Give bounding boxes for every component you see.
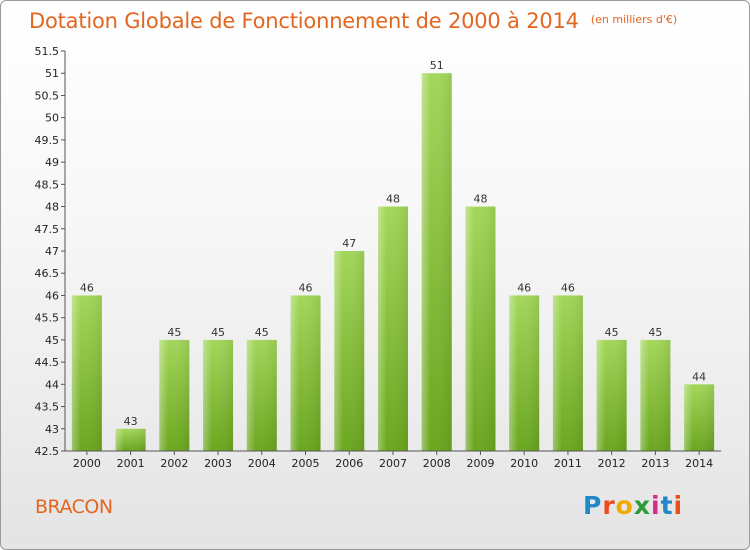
bar-value-label: 43 [124,415,138,428]
x-tick-label: 2014 [685,457,713,470]
bar-sheen [552,295,583,451]
y-tick-label: 51 [45,67,59,80]
y-tick-label: 49 [45,156,59,169]
y-tick-label: 46.5 [35,267,60,280]
bar-value-label: 47 [342,237,356,250]
chart-title: Dotation Globale de Fonctionnement de 20… [29,9,677,33]
bar-value-label: 46 [561,281,575,294]
bar-value-label: 45 [211,326,225,339]
x-tick-label: 2000 [73,457,101,470]
bar-value-label: 45 [255,326,269,339]
x-tick-label: 2002 [160,457,188,470]
bar-sheen [465,206,496,451]
bar-value-label: 45 [648,326,662,339]
x-tick-label: 2008 [423,457,451,470]
y-tick-label: 43.5 [35,401,60,414]
y-tick-label: 44.5 [35,356,60,369]
bar-sheen [246,339,277,451]
x-tick-label: 2009 [466,457,494,470]
x-tick-label: 2007 [379,457,407,470]
x-tick-label: 2013 [641,457,669,470]
bar-value-label: 44 [692,370,706,383]
chart-title-text: Dotation Globale de Fonctionnement de 20… [29,9,579,33]
logo-letter: i [673,491,684,520]
x-tick-label: 2012 [598,457,626,470]
y-tick-label: 44 [45,378,59,391]
y-tick-label: 48 [45,201,59,214]
logo-letter: i [651,491,661,520]
x-tick-label: 2010 [510,457,538,470]
bar-sheen [115,428,146,451]
proxiti-logo[interactable]: Proxiti [583,491,683,520]
bar-value-label: 46 [80,281,94,294]
y-tick-label: 45 [45,334,59,347]
bar-value-label: 45 [605,326,619,339]
bar-value-label: 48 [386,193,400,206]
y-axis: 42.5 43 43.5 44 44.5 45 45.5 46 46.5 47 47.5 48 48.5… [35,45,66,458]
bar-sheen [684,384,715,451]
bar-sheen [421,73,452,451]
bar-sheen [334,251,365,451]
y-tick-label: 50 [45,112,59,125]
bar-value-label: 46 [299,281,313,294]
logo-letter: P [583,491,603,520]
y-tick-label: 43 [45,423,59,436]
y-tick-label: 45.5 [35,312,60,325]
y-tick-label: 47 [45,245,59,258]
bar-sheen [203,339,234,451]
y-tick-label: 51.5 [35,45,60,58]
y-tick-label: 50.5 [35,89,60,102]
bar-value-label: 46 [517,281,531,294]
x-tick-label: 2004 [248,457,276,470]
logo-letter: o [615,491,634,520]
chart-subtitle: (en milliers d'€) [590,13,678,26]
bar-value-label: 48 [473,193,487,206]
commune-name: BRACON [35,496,113,518]
bar-sheen [71,295,102,451]
bar-value-label: 45 [167,326,181,339]
x-tick-label: 2003 [204,457,232,470]
bar-sheen [596,339,627,451]
logo-letter: x [633,491,651,520]
logo-letter: t [660,491,674,520]
x-tick-label: 2011 [554,457,582,470]
bar-sheen [509,295,540,451]
y-tick-label: 48.5 [35,178,60,191]
x-tick-label: 2006 [335,457,363,470]
x-axis: 2000 2001 2002 2003 2004 2005 2006 2007 2008 2009… [65,450,721,470]
bar-sheen [290,295,321,451]
y-tick-label: 47.5 [35,223,60,236]
logo-letter: r [602,491,616,520]
bar-sheen [640,339,671,451]
bars-group: 46 43 45 45 45 46 47 48 51 48 46 46 45 45 44 [71,59,715,451]
bar-value-label: 51 [430,59,444,72]
y-tick-label: 49.5 [35,134,60,147]
bar-sheen [378,206,408,451]
x-tick-label: 2001 [117,457,145,470]
y-tick-label: 46 [45,289,59,302]
y-tick-label: 42.5 [35,445,60,458]
bar-sheen [159,339,190,451]
x-tick-label: 2005 [292,457,320,470]
